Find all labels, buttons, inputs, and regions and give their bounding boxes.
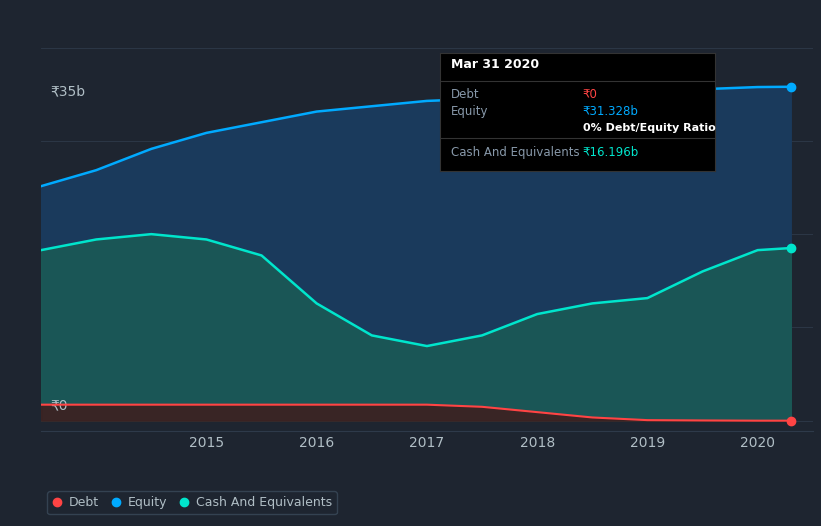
Text: 0% Debt/Equity Ratio: 0% Debt/Equity Ratio (583, 123, 716, 134)
Text: ₹0: ₹0 (583, 87, 598, 100)
Text: ₹16.196b: ₹16.196b (583, 146, 639, 158)
Text: ₹31.328b: ₹31.328b (583, 105, 639, 118)
Text: Cash And Equivalents: Cash And Equivalents (451, 146, 580, 158)
Text: ₹35b: ₹35b (50, 84, 85, 98)
Text: ₹0: ₹0 (50, 398, 68, 412)
Text: Mar 31 2020: Mar 31 2020 (451, 58, 539, 71)
Text: Equity: Equity (451, 105, 488, 118)
Text: Debt: Debt (451, 87, 479, 100)
Legend: Debt, Equity, Cash And Equivalents: Debt, Equity, Cash And Equivalents (48, 491, 337, 514)
